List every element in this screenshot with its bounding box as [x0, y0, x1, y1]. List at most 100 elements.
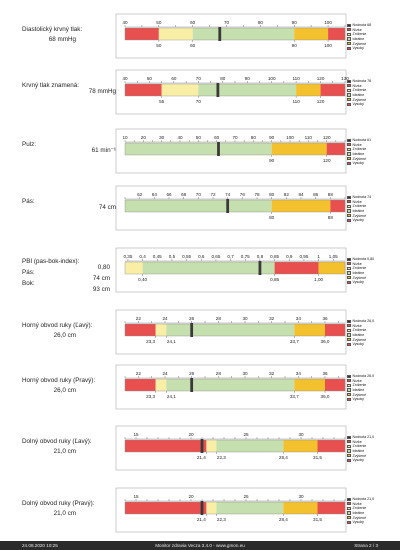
- analysis-section: Dolný obvod ruky (Ľavý):21,0 cmDolný obv…: [0, 412, 400, 472]
- tick-label: 76: [240, 192, 246, 197]
- tick-label: 86: [313, 192, 319, 197]
- legend-swatch: [347, 319, 351, 323]
- chart-legend: Nodnota 0,80 Nízke Zníženie Ideálne Zvýšené V…: [347, 257, 383, 285]
- legend-item: Vysoký: [347, 280, 383, 285]
- legend-swatch: [347, 46, 351, 50]
- analysis-section: Krvný tlak znamená:78 mmHgAnalýza krvnéh…: [0, 56, 400, 116]
- tick-label: 50: [196, 135, 202, 140]
- legend-item: Vysoký: [347, 342, 383, 347]
- legend-item: Ideálne: [347, 271, 383, 276]
- tick-label: 100: [268, 76, 276, 81]
- legend-item: Nodnota 21,0: [347, 497, 383, 502]
- legend-text: Nodnota 21,0: [352, 497, 375, 502]
- measure-label: Pulz:: [22, 141, 36, 148]
- legend-item: Ideálne: [347, 449, 383, 454]
- legend-item: Zvýšené: [347, 156, 383, 161]
- threshold-label: 36,0: [321, 394, 330, 399]
- legend-swatch: [347, 342, 351, 346]
- value-marker: [218, 27, 222, 41]
- zone-red: [320, 84, 345, 96]
- tick-label: 60: [190, 20, 196, 25]
- legend-swatch: [347, 511, 351, 515]
- zone-green: [192, 28, 295, 40]
- zone-orange: [294, 324, 325, 336]
- footer-date: 24.08.2020 10:25: [22, 543, 58, 548]
- legend-swatch: [347, 502, 351, 506]
- legend-swatch: [347, 397, 351, 401]
- legend-swatch: [347, 32, 351, 37]
- legend-text: Nodnota 74: [352, 195, 372, 200]
- legend-swatch: [347, 157, 351, 161]
- value-marker: [200, 501, 204, 515]
- legend-swatch: [347, 79, 351, 83]
- legend-text: Zníženie: [352, 506, 367, 511]
- range-chart: 10 20 30 40 50 60 70 80 90 100 110 120 90 120: [115, 128, 347, 174]
- legend-swatch: [347, 88, 351, 93]
- tick-label: 30: [298, 432, 304, 437]
- tick-label: 28: [216, 316, 222, 321]
- chart-legend: Nodnota 68 Nízke Zníženie Ideálne Zvýšené Vys…: [347, 23, 383, 51]
- legend-text: Ideálne: [352, 37, 365, 42]
- tick-label: 0,9: [286, 254, 293, 259]
- tick-label: 10: [122, 135, 128, 140]
- threshold-label: 80: [269, 215, 275, 220]
- legend-text: Nodnota 26,0: [352, 374, 375, 379]
- legend-item: Nodnota 0,80: [347, 257, 383, 262]
- legend-swatch: [347, 37, 351, 41]
- threshold-label: 24,1: [167, 339, 176, 344]
- legend-text: Zvýšené: [352, 275, 367, 280]
- tick-label: 30: [242, 316, 248, 321]
- zone-green: [125, 200, 272, 212]
- zone-orange: [294, 28, 329, 40]
- legend-text: Vysoký: [352, 161, 364, 166]
- legend-text: Zvýšené: [352, 453, 367, 458]
- threshold-label: 120: [317, 99, 325, 104]
- legend-item: Zvýšené: [347, 97, 383, 102]
- range-chart: 22 24 26 28 30 32 34 36 23,3 24,1 33,7 36,0: [115, 309, 347, 355]
- legend-text: Zníženie: [352, 444, 367, 449]
- legend-swatch: [347, 152, 351, 156]
- legend-item: Nodnota 68: [347, 23, 383, 28]
- legend-item: Zníženie: [347, 204, 383, 209]
- tick-label: 20: [188, 432, 194, 437]
- zone-yellow: [125, 262, 143, 274]
- legend-item: Ideálne: [347, 511, 383, 516]
- zone-red: [317, 502, 345, 514]
- threshold-label: 90: [269, 158, 275, 163]
- tick-label: 36: [322, 316, 328, 321]
- tick-label: 20: [141, 135, 147, 140]
- zone-orange: [283, 440, 318, 452]
- tick-label: 22: [136, 371, 142, 376]
- tick-label: 20: [188, 494, 194, 499]
- legend-text: Ideálne: [352, 511, 365, 516]
- legend-text: Zníženie: [352, 88, 367, 93]
- legend-text: Ideálne: [352, 449, 365, 454]
- legend-item: Ideálne: [347, 388, 383, 393]
- value-marker: [216, 83, 220, 97]
- legend-item: Nízke: [347, 84, 383, 89]
- threshold-label: 22,3: [217, 517, 226, 522]
- legend-text: Nízke: [352, 261, 362, 266]
- legend-swatch: [347, 42, 351, 46]
- analysis-section: Horný obvod ruky (Ľavý):26,0 cmHorný obv…: [0, 296, 400, 356]
- legend-text: Zvýšené: [352, 97, 367, 102]
- measure-label: Pás:: [22, 198, 35, 205]
- legend-item: Zníženie: [347, 88, 383, 93]
- legend-swatch: [347, 218, 351, 222]
- legend-item: Nodnota 26,0: [347, 374, 383, 379]
- tick-label: 62: [137, 192, 143, 197]
- legend-swatch: [347, 138, 351, 142]
- zone-green: [166, 324, 295, 336]
- legend-swatch: [347, 195, 351, 199]
- zone-red: [125, 502, 207, 514]
- legend-swatch: [347, 520, 351, 524]
- tick-label: 0,75: [241, 254, 250, 259]
- threshold-label: 0,85: [270, 277, 279, 282]
- legend-item: Zvýšené: [347, 275, 383, 280]
- tick-label: 26: [189, 371, 195, 376]
- legend-text: Zníženie: [352, 328, 367, 333]
- legend-item: Zvýšené: [347, 392, 383, 397]
- tick-label: 1,05: [329, 254, 338, 259]
- legend-item: Vysoký: [347, 520, 383, 525]
- tick-label: 80: [258, 20, 264, 25]
